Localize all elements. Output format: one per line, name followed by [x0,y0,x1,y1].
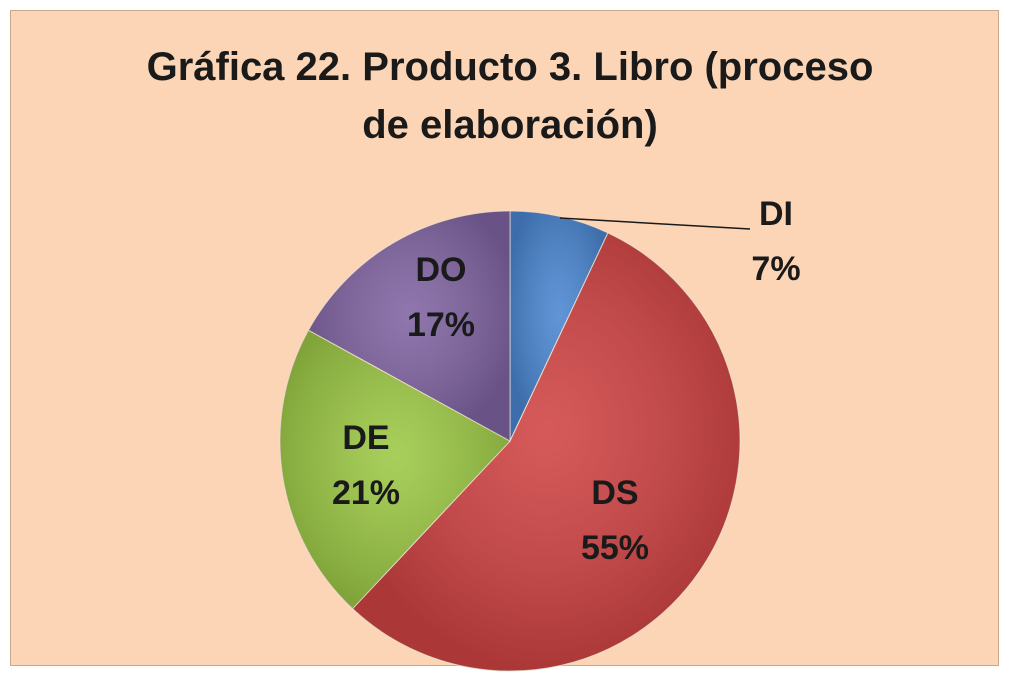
slice-shade [352,232,741,671]
slice-shade [280,330,510,609]
slice-shade [510,211,608,441]
slice-shade [308,211,510,441]
slice-value-label: 21% [332,474,400,512]
slice-value-label: 55% [581,529,649,567]
slice-label: DO [416,251,467,289]
leader-line [559,217,751,230]
slice-label: DE [342,419,389,457]
chart-title: Gráfica 22. Producto 3. Libro (proceso d… [146,45,874,147]
slice-label: DS [591,474,638,512]
slice-value-label: 7% [751,250,800,288]
slice-value-label: 17% [407,306,475,344]
slice-label: DI [759,195,793,233]
